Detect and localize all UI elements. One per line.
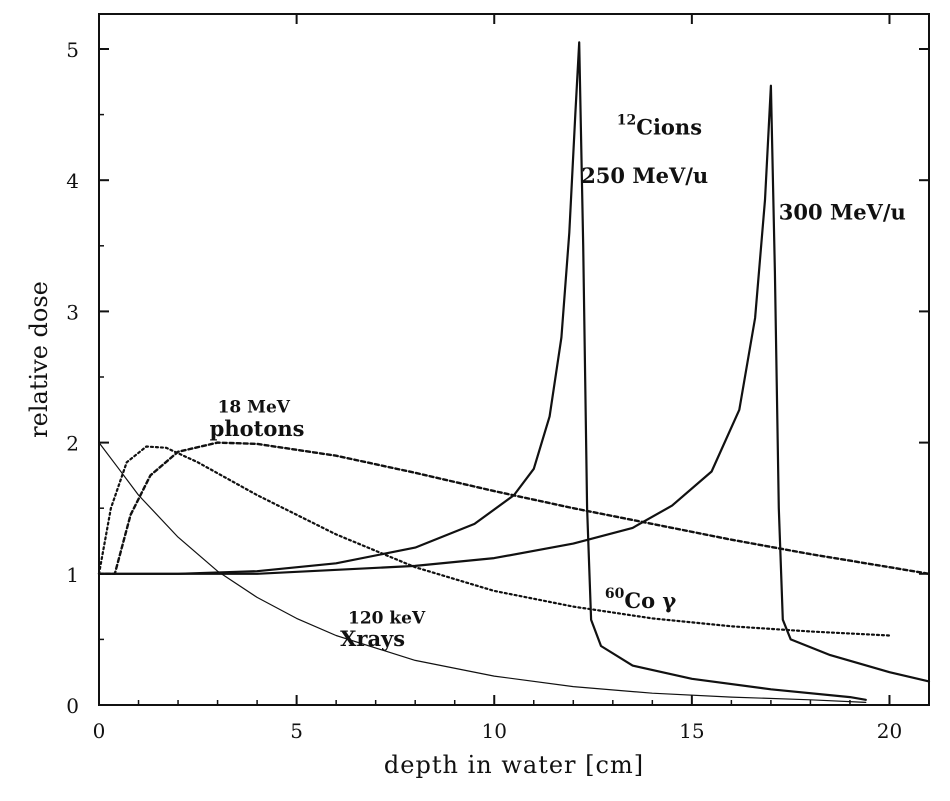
- annotation-photons18b: photons: [210, 416, 305, 441]
- annotation-co60-sup: 60: [605, 586, 625, 602]
- y-tick-label: 5: [66, 38, 79, 62]
- series-line-3: [97, 41, 867, 701]
- series-group: [97, 41, 931, 703]
- x-tick-label: 10: [482, 719, 507, 743]
- annotation-mev300: 300 MeV/u: [779, 200, 906, 225]
- series-line-1: [97, 441, 931, 575]
- annotation-ions-text: Cions: [636, 114, 702, 139]
- annotation-xray2: Xrays: [340, 626, 405, 651]
- annotation-ions-sup: 12: [617, 112, 636, 128]
- y-tick-label: 2: [66, 432, 79, 456]
- x-axis-label: depth in water [cm]: [384, 751, 644, 779]
- y-tick-label: 4: [66, 169, 79, 193]
- series-line-2: [98, 442, 867, 703]
- series-line-0: [97, 445, 891, 637]
- x-tick-label: 20: [877, 719, 902, 743]
- x-tick-label: 15: [679, 719, 704, 743]
- plot-border: [98, 13, 930, 706]
- plot-frame: [98, 13, 930, 706]
- annotation-ions: 12Cions: [617, 112, 702, 139]
- y-tick-label: 0: [66, 694, 79, 718]
- series-line-4: [97, 84, 931, 683]
- x-tick-label: 0: [93, 719, 106, 743]
- annotation-co60: 60Co γ: [605, 586, 677, 613]
- annotation-co60-text: Co γ: [624, 588, 676, 613]
- x-tick-label: 5: [290, 719, 303, 743]
- annotation-photons18a: 18 MeV: [218, 397, 291, 417]
- y-tick-label: 1: [66, 563, 79, 587]
- annotation-mev250: 250 MeV/u: [581, 163, 708, 188]
- y-tick-label: 3: [66, 300, 79, 324]
- annotation-xray1: 120 keV: [348, 609, 426, 629]
- y-axis-label: relative dose: [25, 281, 53, 438]
